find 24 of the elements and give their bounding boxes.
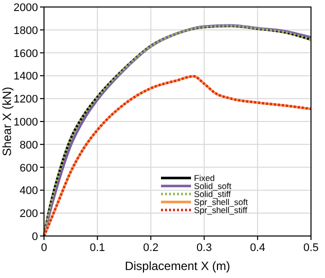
x-tick-label: 0.4	[250, 242, 266, 254]
x-tick-label: 0.1	[90, 242, 106, 254]
legend-label: Spr_shell_stiff	[194, 205, 248, 215]
x-tick-label: 0	[40, 242, 48, 254]
x-tick-label: 0.5	[303, 242, 319, 254]
x-tick-label: 0.2	[143, 242, 158, 254]
y-tick-label: 0	[32, 231, 38, 243]
y-tick-label: 1200	[14, 94, 38, 106]
legend-label: Spr_shell_soft	[194, 197, 248, 207]
y-tick-label: 800	[20, 139, 38, 152]
x-tick-label: 0.3	[196, 242, 212, 254]
legend-label: Fixed	[194, 173, 216, 183]
y-tick-label: 1600	[14, 48, 38, 60]
y-tick-label: 1800	[14, 24, 38, 37]
y-tick-label: 1400	[14, 70, 38, 83]
y-tick-label: 200	[20, 208, 38, 220]
y-tick-label: 600	[20, 162, 38, 174]
legend-label: Solid_soft	[194, 181, 232, 191]
y-tick-label: 1000	[14, 116, 38, 128]
y-tick-label: 400	[20, 185, 38, 198]
legend-label: Solid_stiff	[194, 189, 232, 199]
x-axis-title: Displacement X (m)	[124, 259, 230, 273]
y-axis-title: Shear X (kN)	[0, 86, 14, 156]
y-tick-label: 2000	[14, 2, 38, 14]
